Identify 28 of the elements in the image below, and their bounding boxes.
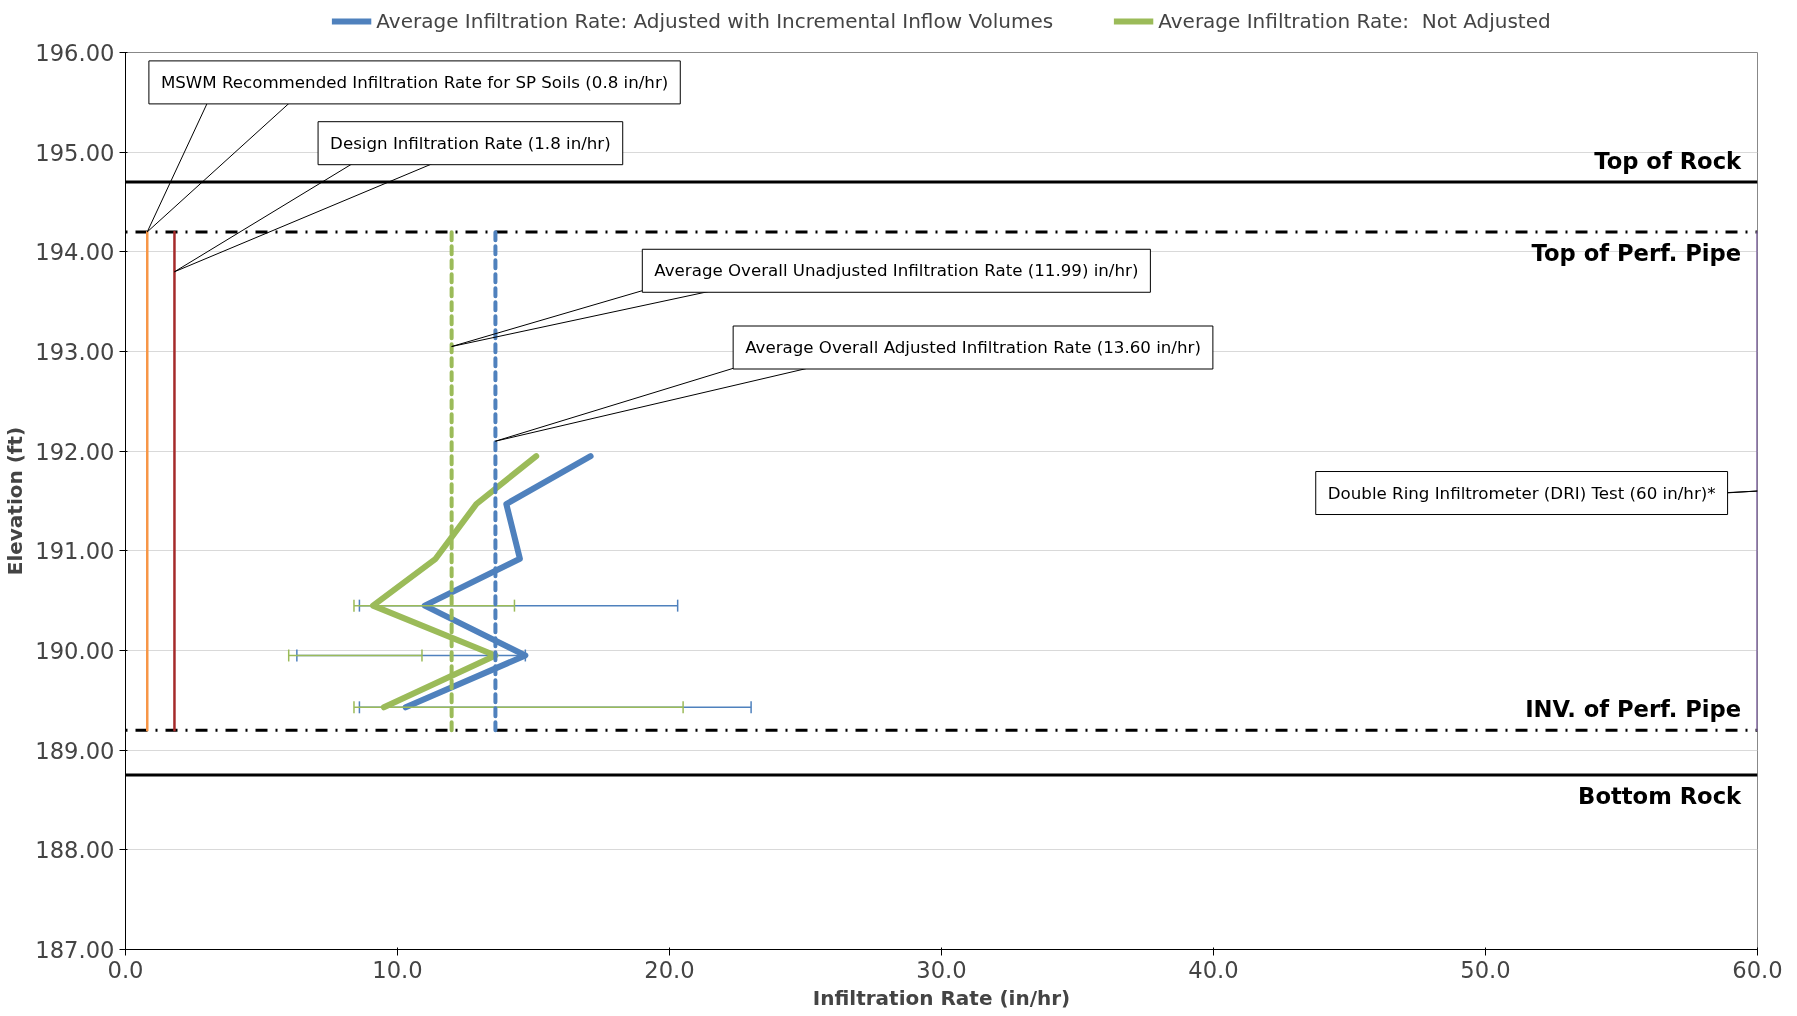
annotation: Double Ring Infiltrometer (DRI) Test (60 in/hr)* bbox=[1327, 483, 1716, 503]
ref-line-label: INV. of Perf. Pipe bbox=[1525, 696, 1742, 723]
x-axis-title: Infiltration Rate (in/hr) bbox=[812, 985, 1071, 1010]
y-axis-title: Elevation (ft) bbox=[3, 426, 28, 576]
y-tick-label: 193.00 bbox=[35, 339, 115, 365]
x-tick-label: 20.0 bbox=[644, 956, 695, 983]
x-tick-label: 10.0 bbox=[372, 956, 423, 983]
y-tick-label: 188.00 bbox=[35, 837, 115, 864]
y-tick-label: 190.00 bbox=[35, 638, 115, 664]
y-tick-label: 196.00 bbox=[35, 40, 115, 66]
y-tick-label: 194.00 bbox=[35, 239, 115, 266]
annotation: MSWM Recommended Infiltration Rate for SP Soils (0.8 in/hr) bbox=[160, 72, 669, 92]
x-tick-label: 40.0 bbox=[1188, 956, 1239, 983]
x-tick-label: 30.0 bbox=[916, 956, 967, 983]
legend-label: Average Infiltration Rate: Adjusted with Incremental Inflow Volumes bbox=[376, 9, 1054, 33]
ref-line-label: Bottom Rock bbox=[1578, 783, 1743, 810]
legend-label: Average Infiltration Rate: Not Adjusted bbox=[1158, 9, 1551, 33]
y-tick-label: 189.00 bbox=[35, 737, 115, 764]
annotation: Design Infiltration Rate (1.8 in/hr) bbox=[330, 133, 611, 153]
y-tick-label: 191.00 bbox=[35, 538, 115, 565]
ref-line-label: Top of Perf. Pipe bbox=[1531, 239, 1742, 266]
annotation: Average Overall Unadjusted Infiltration Rate (11.99) in/hr) bbox=[654, 261, 1139, 281]
annotation: Average Overall Adjusted Infiltration Rate (13.60 in/hr) bbox=[745, 338, 1201, 358]
x-tick-label: 60.0 bbox=[1732, 956, 1783, 983]
y-tick-label: 195.00 bbox=[35, 139, 115, 166]
ref-line-label: Top of Rock bbox=[1594, 148, 1743, 175]
x-tick-label: 50.0 bbox=[1460, 956, 1511, 983]
y-tick-label: 192.00 bbox=[35, 438, 115, 465]
